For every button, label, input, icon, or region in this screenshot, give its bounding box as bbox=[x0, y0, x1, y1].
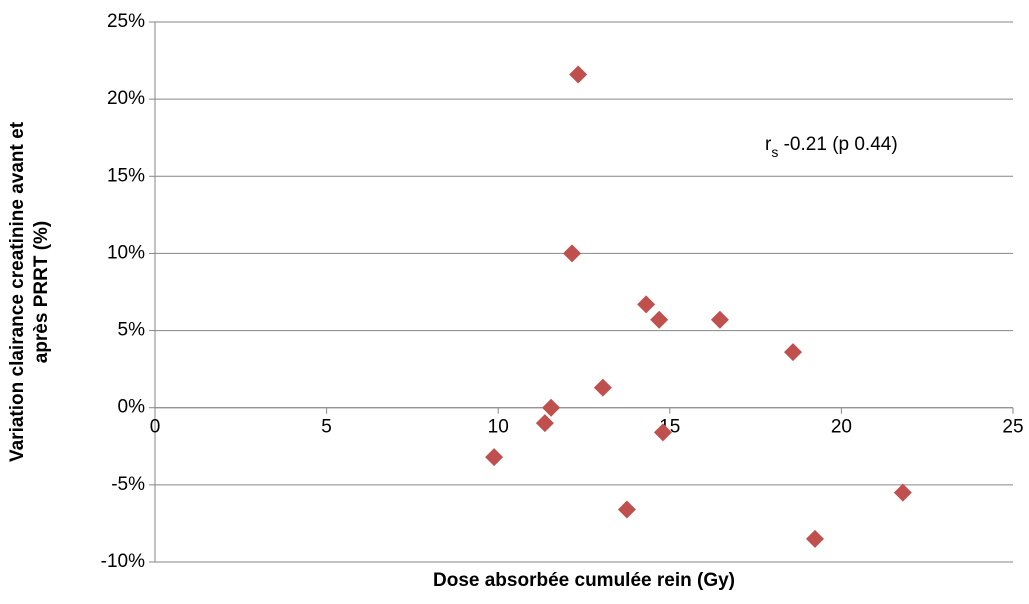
point bbox=[653, 423, 672, 442]
annotation-base: r bbox=[765, 134, 772, 155]
point bbox=[485, 448, 504, 467]
x-tick-label: 5 bbox=[321, 417, 332, 438]
y-tick-label: 5% bbox=[118, 320, 146, 341]
point bbox=[617, 500, 636, 519]
y-tick-label: 10% bbox=[107, 242, 145, 263]
y-axis-title: après PRRT (%) bbox=[31, 221, 52, 364]
annotation-sub: s bbox=[771, 144, 778, 160]
y-tick-label: -5% bbox=[111, 474, 145, 495]
point bbox=[784, 343, 803, 362]
y-axis-title: Variation clairance creatinine avant et bbox=[7, 121, 28, 462]
point bbox=[535, 414, 554, 433]
x-tick-label: 25 bbox=[1002, 417, 1023, 438]
point bbox=[562, 244, 581, 263]
y-tick-label: 20% bbox=[107, 88, 145, 109]
point bbox=[637, 295, 656, 314]
point bbox=[710, 310, 729, 329]
y-tick-label: 15% bbox=[107, 165, 145, 186]
x-tick-label: 0 bbox=[150, 417, 161, 438]
point bbox=[805, 529, 824, 548]
point bbox=[569, 65, 588, 84]
point bbox=[893, 483, 912, 502]
annotation-text: -0.21 (p 0.44) bbox=[778, 134, 897, 155]
x-axis-title: Dose absorbée cumulée rein (Gy) bbox=[433, 570, 735, 591]
y-tick-label: 25% bbox=[107, 11, 145, 32]
x-tick-label: 10 bbox=[488, 417, 509, 438]
y-tick-label: -10% bbox=[101, 551, 145, 572]
point bbox=[593, 378, 612, 397]
x-tick-label: 20 bbox=[831, 417, 852, 438]
y-tick-label: 0% bbox=[118, 397, 146, 418]
annotation: rs -0.21 (p 0.44) bbox=[765, 134, 898, 160]
point bbox=[650, 310, 669, 329]
point bbox=[542, 398, 561, 417]
